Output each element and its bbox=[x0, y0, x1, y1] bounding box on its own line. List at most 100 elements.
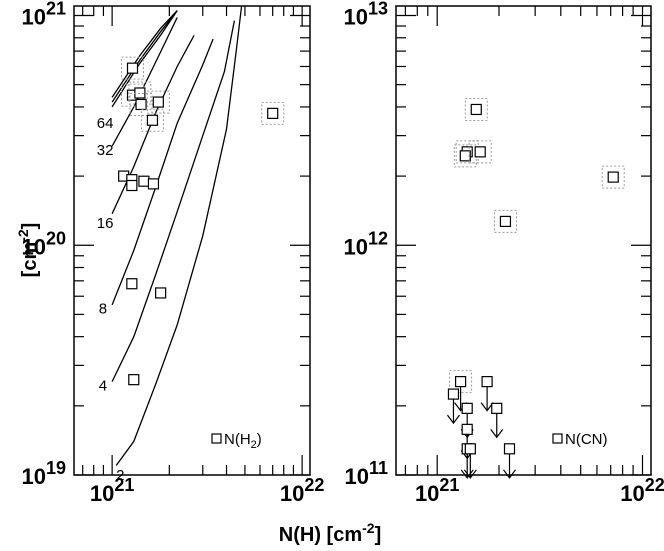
upper-limit-arrow-icon bbox=[490, 429, 504, 439]
data-point bbox=[454, 375, 467, 388]
upper-limit-arrow-icon bbox=[503, 469, 516, 479]
data-box bbox=[493, 209, 517, 233]
x-tick-label-base: 10 bbox=[620, 481, 644, 506]
model-curve bbox=[111, 10, 178, 103]
data-point bbox=[135, 98, 147, 111]
x-tick-label: 1021 bbox=[415, 475, 460, 506]
curve-label: 4 bbox=[99, 378, 107, 395]
plot-frame bbox=[73, 5, 311, 476]
y-tick-label-exp: 21 bbox=[46, 0, 66, 19]
data-box bbox=[449, 370, 473, 394]
y-tick-label-exp: 19 bbox=[46, 458, 66, 478]
y-tick-label-base: 10 bbox=[343, 234, 367, 259]
x-tick-label-exp: 21 bbox=[439, 475, 459, 495]
y-tick-label-exp: 13 bbox=[368, 0, 388, 19]
data-point bbox=[474, 146, 486, 158]
data-point bbox=[126, 179, 138, 192]
data-point bbox=[126, 278, 138, 290]
legend-label-sub: 2 bbox=[251, 439, 257, 451]
data-point bbox=[491, 402, 503, 414]
x-tick-label: 1022 bbox=[620, 475, 664, 506]
model-curve bbox=[111, 10, 178, 108]
data-point bbox=[470, 103, 482, 116]
x-tick-label-base: 10 bbox=[415, 481, 439, 506]
data-box bbox=[468, 140, 492, 164]
data-box bbox=[120, 56, 144, 80]
x-axis-title-end: ] bbox=[375, 524, 382, 546]
y-axis-title: [cm-2] bbox=[15, 223, 41, 278]
legend-marker bbox=[211, 433, 222, 444]
y-tick-label-base: 10 bbox=[343, 5, 367, 30]
data-point bbox=[138, 175, 150, 187]
data-point bbox=[147, 178, 160, 190]
data-point bbox=[481, 375, 493, 388]
legend-label: N(H2) bbox=[224, 431, 262, 451]
y-tick-label-exp: 11 bbox=[369, 458, 388, 478]
data-point bbox=[459, 150, 471, 162]
curve-label: 32 bbox=[97, 142, 114, 159]
y-tick-label-base: 10 bbox=[344, 464, 368, 489]
legend-label-main: N(CN) bbox=[565, 431, 608, 448]
data-point bbox=[607, 171, 619, 183]
upper-limit-arrow-icon bbox=[460, 469, 474, 479]
y-axis-title-end: ] bbox=[19, 223, 41, 230]
y-tick-label: 1011 bbox=[344, 458, 388, 489]
data-box bbox=[601, 165, 625, 189]
curve-label: 64 bbox=[97, 115, 114, 132]
x-tick-label-base: 10 bbox=[90, 481, 114, 506]
data-point bbox=[155, 287, 167, 299]
x-tick-label: 1022 bbox=[280, 475, 325, 506]
y-tick-label-exp: 12 bbox=[368, 228, 388, 248]
y-tick-label-base: 10 bbox=[21, 234, 45, 259]
upper-limit-arrow-icon bbox=[446, 414, 460, 425]
data-point bbox=[461, 402, 473, 414]
legend-label: N(CN) bbox=[565, 431, 608, 448]
y-tick-label: 1012 bbox=[343, 228, 388, 259]
y-axis-title-main: [cm bbox=[19, 242, 41, 278]
data-box bbox=[261, 101, 285, 125]
data-point bbox=[503, 443, 516, 455]
data-point bbox=[464, 443, 476, 455]
x-axis-title-sup: -2 bbox=[362, 520, 375, 536]
model-curve bbox=[111, 38, 214, 306]
legend-label-main: N(H bbox=[224, 431, 251, 448]
data-box bbox=[140, 108, 164, 132]
x-axis-title-main: N(H) [cm bbox=[279, 524, 362, 546]
curve-label: 8 bbox=[99, 301, 107, 318]
data-box bbox=[464, 97, 488, 121]
y-axis-title-sup: -2 bbox=[15, 229, 31, 242]
upper-limit-arrow-icon bbox=[463, 469, 477, 479]
model-curve bbox=[111, 17, 178, 147]
x-tick-label-base: 10 bbox=[280, 481, 304, 506]
legend-marker bbox=[552, 433, 563, 444]
data-point bbox=[128, 374, 140, 386]
data-point bbox=[267, 107, 279, 119]
y-tick-label: 1019 bbox=[21, 458, 66, 489]
data-box bbox=[146, 90, 170, 114]
legend-label-end: ) bbox=[257, 431, 262, 448]
y-tick-label: 1013 bbox=[343, 0, 388, 30]
data-point bbox=[461, 423, 473, 435]
curve-label: 16 bbox=[97, 215, 114, 232]
data-point bbox=[447, 388, 460, 400]
x-tick-label: 1021 bbox=[90, 475, 135, 506]
y-tick-label-base: 10 bbox=[21, 5, 45, 30]
x-axis-title: N(H) [cm-2] bbox=[279, 520, 381, 546]
data-point bbox=[152, 96, 164, 108]
y-tick-label-exp: 20 bbox=[46, 228, 66, 248]
data-box bbox=[129, 92, 153, 116]
model-curve bbox=[115, 6, 243, 466]
model-curve bbox=[111, 20, 236, 382]
y-tick-label-base: 10 bbox=[21, 464, 45, 489]
upper-limit-arrow-icon bbox=[480, 402, 494, 412]
plot-frame bbox=[395, 5, 652, 476]
y-tick-label: 1020 bbox=[21, 228, 66, 259]
y-tick-label: 1021 bbox=[21, 0, 66, 30]
data-point bbox=[146, 114, 159, 126]
data-point bbox=[126, 62, 139, 74]
model-curve bbox=[111, 10, 178, 98]
x-tick-label-exp: 22 bbox=[645, 475, 664, 495]
